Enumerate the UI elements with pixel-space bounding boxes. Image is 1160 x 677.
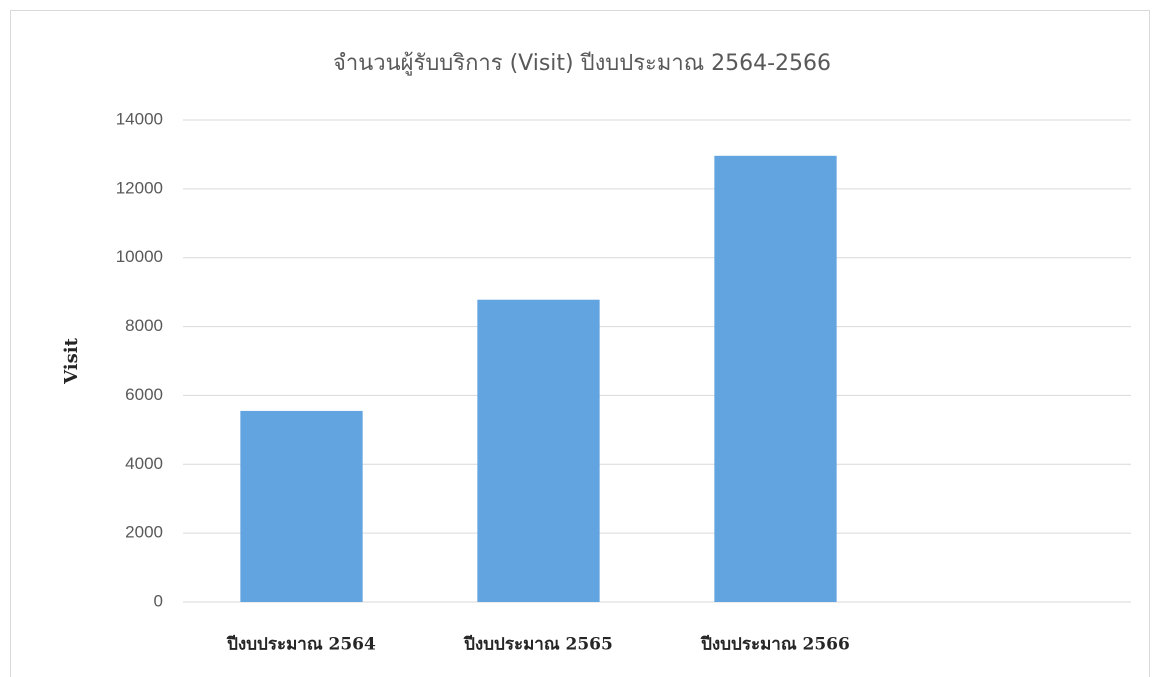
- y-tick-label: 0: [154, 591, 163, 610]
- y-tick-label: 6000: [125, 385, 163, 404]
- x-tick-label: ปีงบประมาณ 2566: [700, 634, 850, 655]
- chart-title: จำนวนผู้รับบริการ (Visit) ปีงบประมาณ 256…: [333, 51, 831, 76]
- y-tick-label: 8000: [125, 316, 163, 335]
- y-axis-label: Visit: [61, 337, 82, 384]
- bar: [714, 155, 837, 602]
- y-tick-label: 14000: [116, 109, 163, 128]
- x-tick-label: ปีงบประมาณ 2564: [226, 634, 376, 655]
- x-tick-label: ปีงบประมาณ 2565: [463, 634, 613, 655]
- y-tick-label: 2000: [125, 523, 163, 542]
- y-tick-label: 12000: [116, 178, 163, 197]
- bar: [477, 299, 600, 602]
- bar: [240, 410, 363, 602]
- y-tick-label: 4000: [125, 454, 163, 473]
- y-tick-label: 10000: [116, 247, 163, 266]
